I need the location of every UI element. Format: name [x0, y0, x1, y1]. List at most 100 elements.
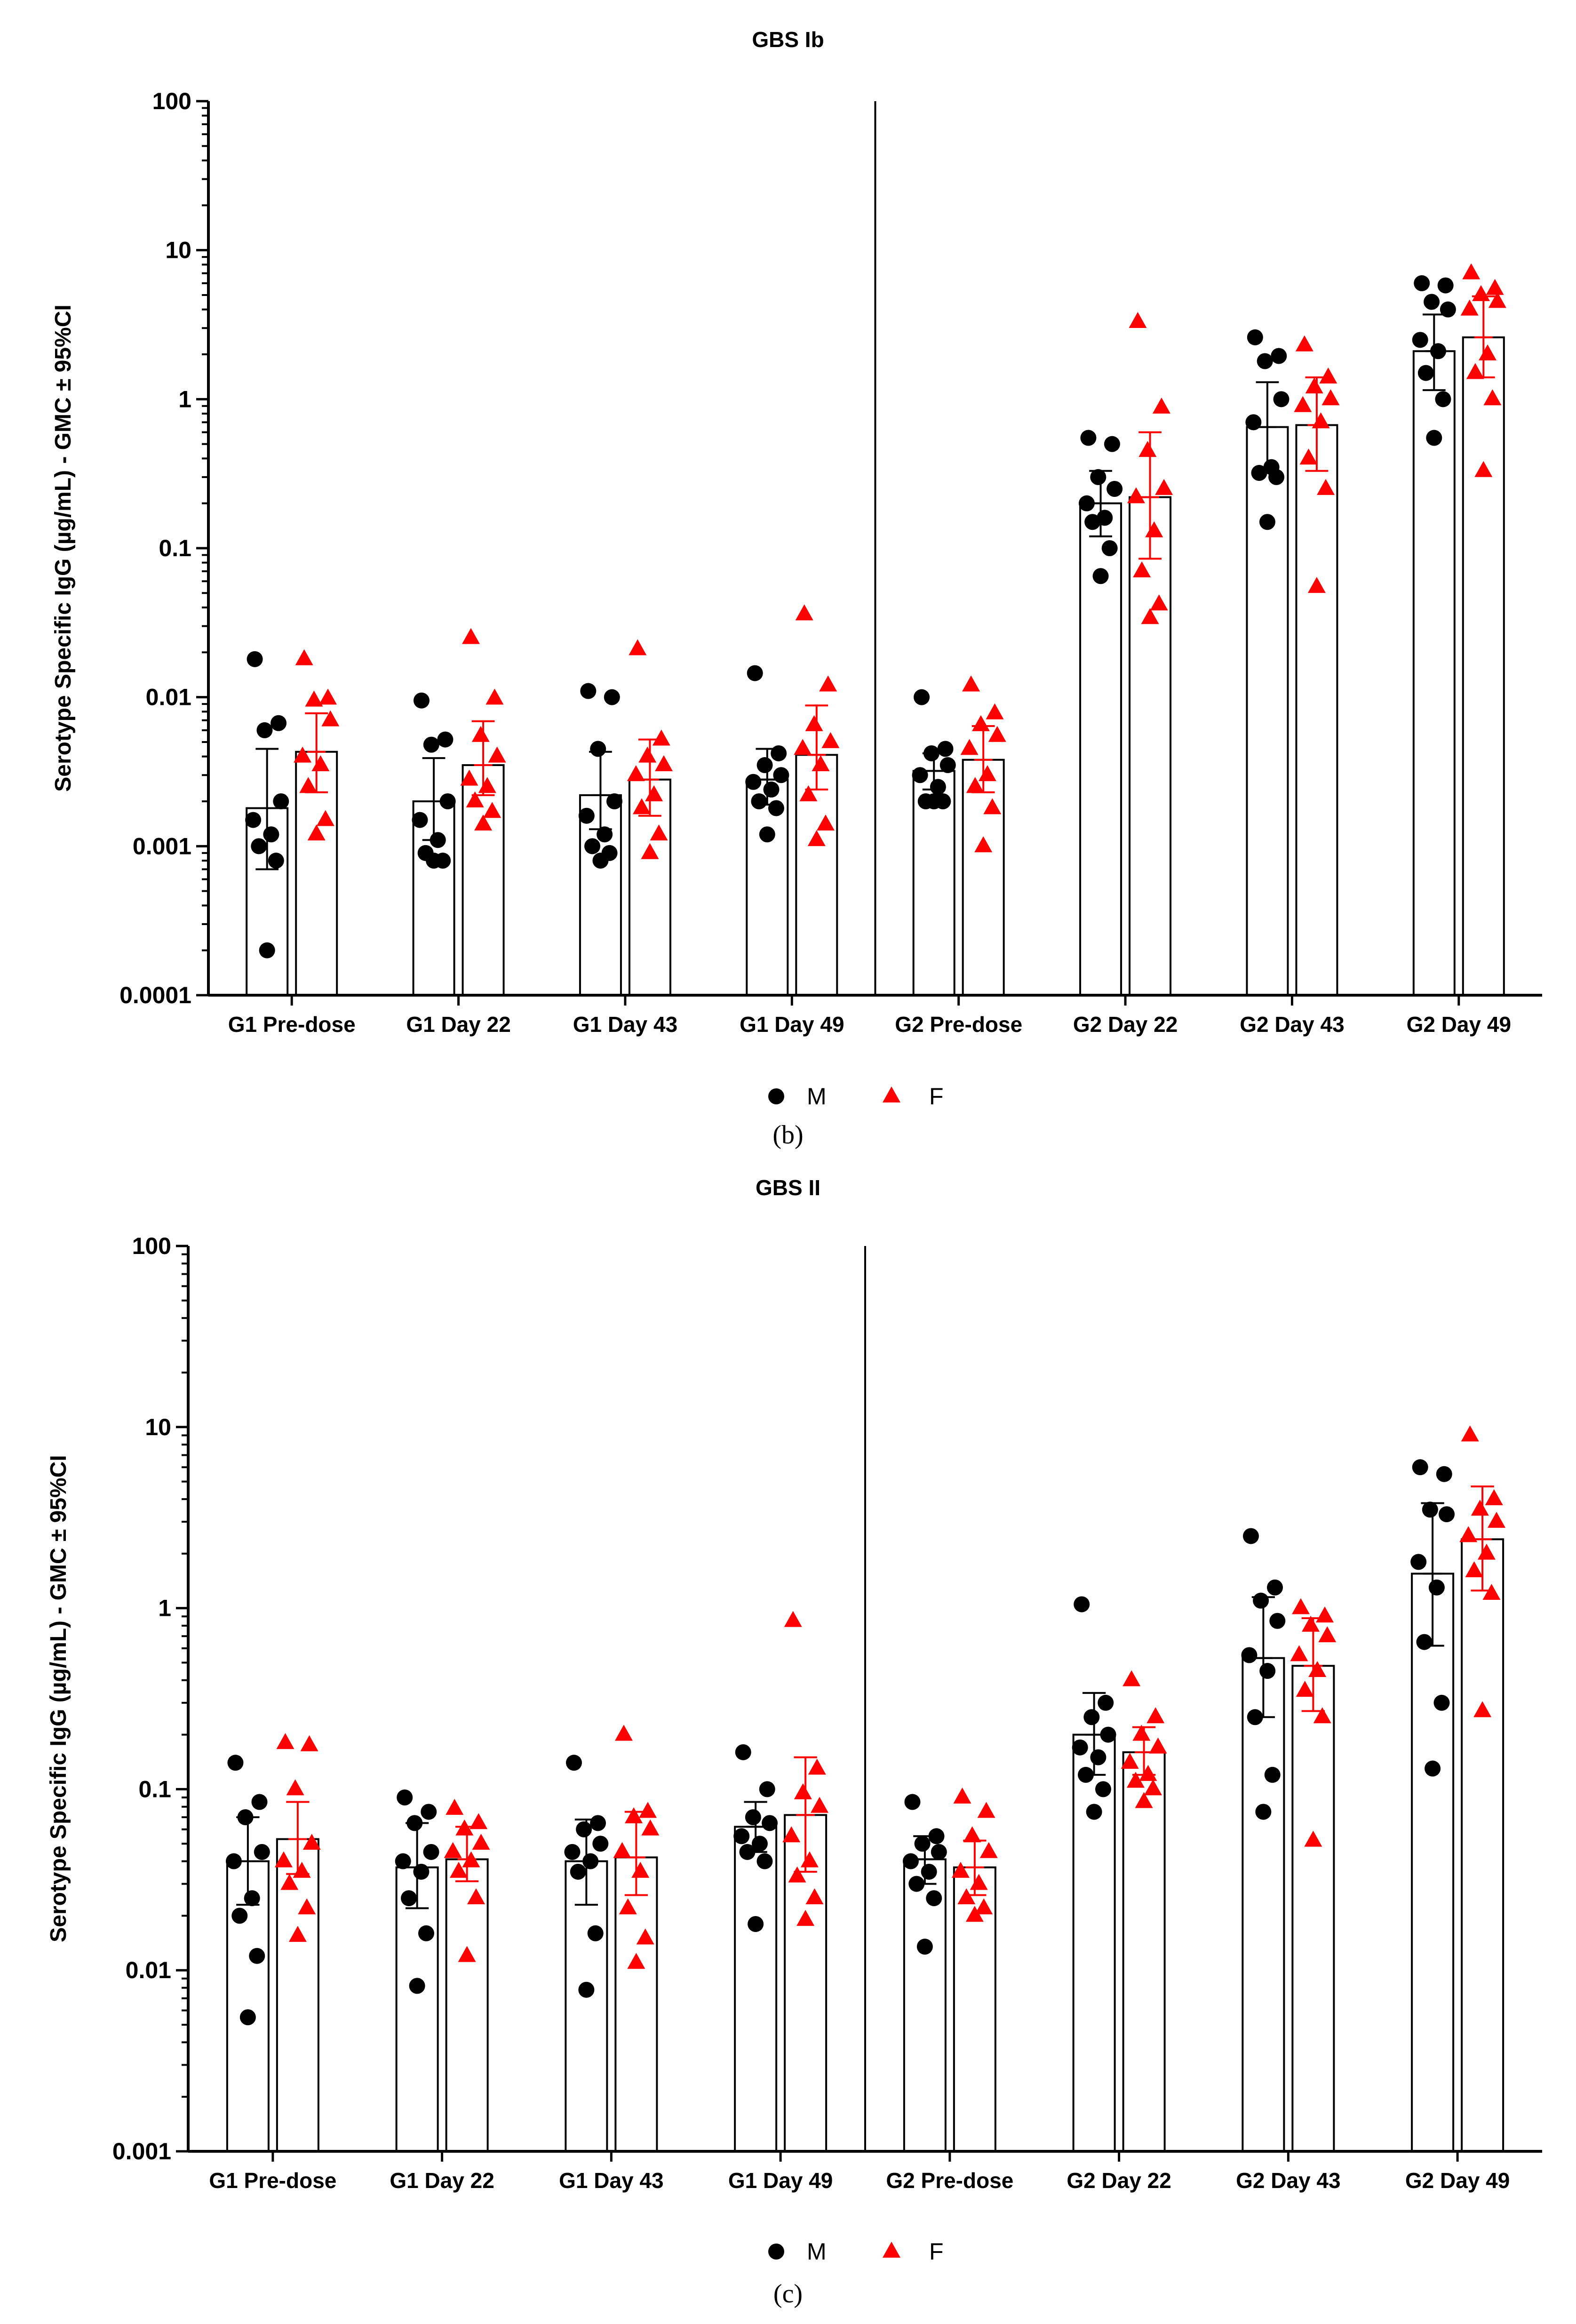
bar-m-7: [1242, 1657, 1285, 2153]
point-f-8: [1488, 292, 1506, 308]
point-m-1: [244, 1890, 260, 1907]
point-f-4: [782, 1826, 801, 1843]
point-m-7: [1273, 391, 1289, 407]
point-f-5: [986, 703, 1004, 719]
point-f-8: [1485, 1489, 1503, 1505]
point-f-6: [1133, 561, 1151, 577]
point-f-7: [1291, 1598, 1310, 1614]
point-m-8: [1439, 1506, 1455, 1523]
point-m-1: [247, 651, 263, 667]
point-m-8: [1414, 275, 1430, 291]
point-f-5: [957, 1888, 976, 1904]
y-tick-label: 1: [158, 1595, 171, 1621]
point-m-3: [570, 1863, 586, 1880]
x-tick-label: G1 Pre-dose: [209, 2168, 336, 2193]
point-m-8: [1437, 277, 1454, 294]
bar-m-1: [226, 1860, 270, 2152]
point-f-3: [633, 798, 651, 815]
chart-panel-b: GBS Ib Serotype Specific IgG (µg/mL) - GM…: [51, 27, 1542, 1150]
point-f-3: [613, 1842, 631, 1858]
point-m-1: [239, 2009, 256, 2026]
point-f-2: [450, 1861, 468, 1878]
point-f-8: [1473, 1701, 1492, 1717]
x-tick-label: G2 Day 22: [1073, 1012, 1178, 1037]
point-m-1: [231, 1908, 248, 1924]
point-m-6: [1090, 469, 1106, 485]
point-f-2: [483, 802, 501, 818]
point-f-7: [1304, 1830, 1322, 1847]
point-f-2: [444, 1842, 462, 1858]
point-f-6: [1129, 312, 1147, 328]
point-f-1: [298, 1898, 316, 1915]
point-f-7: [1321, 389, 1340, 406]
y-tick-label: 0.001: [112, 2138, 171, 2164]
point-m-8: [1428, 1579, 1445, 1596]
point-f-2: [462, 628, 480, 644]
point-f-4: [784, 1611, 802, 1627]
point-m-5: [931, 1844, 947, 1860]
bar-f-1: [276, 1838, 319, 2152]
point-f-4: [819, 675, 837, 692]
point-f-6: [1149, 1737, 1167, 1754]
point-m-3: [597, 826, 613, 843]
point-m-7: [1253, 1592, 1269, 1609]
point-f-7: [1307, 577, 1326, 593]
point-f-5: [960, 739, 979, 755]
point-f-1: [274, 1851, 293, 1868]
legend-f-marker: [883, 2242, 900, 2258]
point-f-6: [1121, 1753, 1139, 1769]
x-tick-label: G2 Day 49: [1405, 2168, 1510, 2193]
point-f-8: [1462, 263, 1480, 280]
point-m-5: [914, 689, 930, 705]
point-f-3: [641, 1819, 660, 1836]
point-f-8: [1459, 1526, 1478, 1542]
point-m-5: [914, 1836, 931, 1852]
point-f-5: [965, 1906, 984, 1922]
chart-panel-c: GBS II Serotype Specific IgG (µg/mL) - GM…: [46, 1175, 1542, 2308]
point-f-6: [1132, 1725, 1151, 1741]
chart-title: GBS II: [756, 1175, 820, 1200]
point-f-3: [627, 765, 645, 782]
point-m-4: [733, 1828, 750, 1845]
bar-f-8: [1461, 1538, 1504, 2152]
point-f-2: [460, 769, 478, 786]
point-f-2: [472, 1834, 490, 1850]
point-f-4: [794, 1783, 812, 1799]
point-f-5: [977, 1802, 995, 1818]
point-m-8: [1416, 1634, 1433, 1650]
x-tick-label: G1 Day 43: [573, 1012, 677, 1037]
point-f-6: [1135, 1792, 1153, 1808]
point-m-2: [423, 1844, 439, 1860]
point-f-7: [1319, 367, 1337, 383]
legend-f-label: F: [929, 1083, 944, 1110]
bar-f-4: [795, 754, 838, 997]
point-m-2: [413, 1863, 430, 1880]
point-m-5: [916, 1939, 933, 1955]
point-m-7: [1271, 348, 1287, 364]
point-m-7: [1267, 1579, 1283, 1596]
point-f-1: [302, 1834, 321, 1850]
y-axis-label: Serotype Specific IgG (µg/mL) - GMC ± 95…: [51, 304, 76, 792]
point-m-5: [926, 793, 942, 810]
point-f-4: [821, 732, 840, 748]
legend-m-label: M: [807, 1083, 827, 1110]
point-m-3: [584, 838, 601, 855]
x-tick-label: G2 Pre-dose: [895, 1012, 1022, 1037]
point-f-3: [652, 729, 670, 746]
point-m-4: [762, 1815, 778, 1831]
panel-label: (c): [773, 2279, 803, 2308]
point-f-1: [319, 688, 337, 705]
point-f-1: [294, 746, 312, 763]
point-m-3: [580, 683, 597, 699]
point-f-1: [316, 810, 334, 826]
point-f-6: [1152, 397, 1170, 414]
point-m-8: [1422, 1501, 1438, 1518]
bar-f-8: [1462, 336, 1505, 997]
point-f-2: [466, 791, 484, 807]
y-axis-label: Serotype Specific IgG (µg/mL) - GMC ± 95…: [46, 1455, 71, 1942]
point-f-7: [1299, 448, 1318, 465]
point-f-1: [300, 1735, 318, 1751]
point-m-3: [606, 793, 623, 810]
point-m-4: [747, 665, 763, 681]
